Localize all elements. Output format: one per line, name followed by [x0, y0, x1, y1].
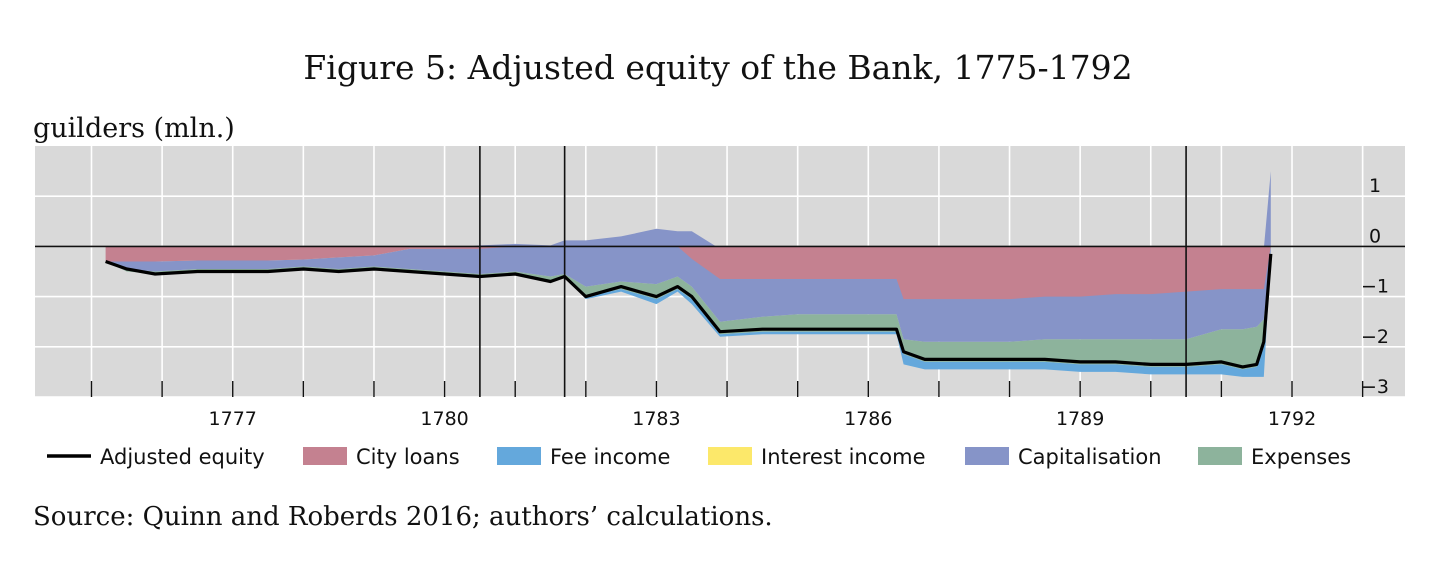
- legend-item-adjusted-equity: Adjusted equity: [47, 445, 265, 469]
- x-tick-label: 1780: [420, 408, 468, 430]
- x-tick-label: 1777: [209, 408, 257, 430]
- legend-label: Expenses: [1251, 445, 1351, 469]
- legend-swatch: [1198, 447, 1242, 465]
- area-bands: [105, 171, 1271, 377]
- series-adjusted-equity-line: [105, 253, 1273, 369]
- legend-label: Adjusted equity: [100, 445, 265, 469]
- equity-line-group: [105, 253, 1273, 369]
- x-tick-label: 1792: [1268, 408, 1316, 430]
- legend-swatch: [708, 447, 752, 465]
- legend-swatch: [303, 447, 347, 465]
- legend-label: Capitalisation: [1018, 445, 1162, 469]
- adjusted-equity-chart: 1777 1780 1783 1786 1789 1792 1 0 −1 −2 −3 Adjust…: [35, 146, 1405, 469]
- band-city-loans: [105, 246, 1271, 300]
- chart-title: Figure 5: Adjusted equity of the Bank, 1…: [303, 48, 1133, 87]
- y-tick-label: 0: [1369, 225, 1381, 247]
- legend-item-city-loans: City loans: [303, 445, 460, 469]
- legend-label: Interest income: [761, 445, 926, 469]
- x-tick-label: 1789: [1056, 408, 1104, 430]
- legend-item-expenses: Expenses: [1198, 445, 1351, 469]
- legend-swatch: [497, 447, 541, 465]
- legend-label: Fee income: [550, 445, 670, 469]
- legend-item-capitalisation: Capitalisation: [965, 445, 1162, 469]
- x-axis-ticks: 1777 1780 1783 1786 1789 1792: [90, 381, 1364, 430]
- y-tick-label: 1: [1369, 175, 1381, 197]
- legend-item-interest-income: Interest income: [708, 445, 926, 469]
- y-axis-ticks: 1 0 −1 −2 −3: [1361, 175, 1389, 398]
- vertical-markers: [479, 146, 1187, 397]
- legend-item-fee-income: Fee income: [497, 445, 670, 469]
- band-capitalisation: [105, 171, 1271, 342]
- x-tick-label: 1783: [632, 408, 680, 430]
- band-expenses: [105, 251, 1271, 370]
- y-tick-label: −2: [1361, 326, 1389, 348]
- source-note: Source: Quinn and Roberds 2016; authors’…: [33, 502, 773, 532]
- x-tick-label: 1786: [844, 408, 892, 430]
- y-tick-label: −3: [1361, 376, 1389, 398]
- y-unit-label: guilders (mln.): [33, 113, 235, 144]
- legend-label: City loans: [356, 445, 460, 469]
- legend-swatch: [965, 447, 1009, 465]
- y-tick-label: −1: [1361, 276, 1389, 298]
- legend: Adjusted equity City loans Fee income Inter…: [47, 445, 1351, 469]
